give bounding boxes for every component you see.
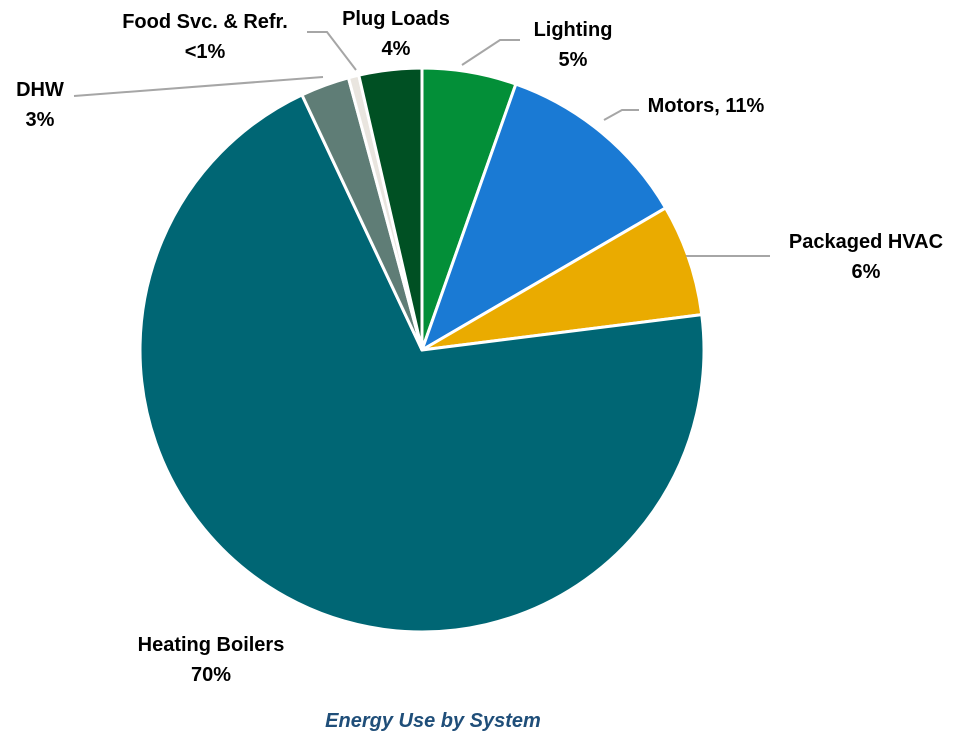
leader-line-food-svc-refr	[307, 31, 357, 71]
leader-line-dhw	[73, 76, 324, 97]
data-label-line: Plug Loads	[342, 8, 450, 30]
data-labels: Lighting 5% Motors, 11% Packaged HVAC 6% Heat…	[16, 8, 943, 686]
pie-slice-heating-boilers	[138, 93, 706, 634]
leader-line-lighting	[461, 39, 520, 66]
data-label-packaged-hvac: Packaged HVAC 6%	[789, 231, 943, 283]
data-label-dhw: DHW 3%	[16, 79, 64, 131]
data-label-line: 5%	[559, 49, 588, 71]
data-label-line: Heating Boilers	[138, 634, 285, 656]
data-label-line: Motors, 11%	[648, 95, 765, 117]
pie-slices	[138, 66, 706, 634]
data-label-line: 6%	[852, 261, 881, 283]
data-label-line: Packaged HVAC	[789, 231, 943, 253]
data-label-food-svc-refr: Food Svc. & Refr. <1%	[122, 11, 288, 63]
data-label-line: Food Svc. & Refr.	[122, 11, 288, 33]
data-label-motors: Motors, 11%	[648, 95, 765, 117]
pie-slice-packaged-hvac	[420, 206, 704, 352]
pie-slice-plug-loads	[357, 66, 424, 352]
data-label-line: Lighting	[534, 19, 613, 41]
data-label-line: DHW	[16, 79, 64, 101]
data-label-line: 70%	[191, 664, 231, 686]
data-label-line: 3%	[26, 109, 55, 131]
chart-title: Energy Use by System	[325, 710, 541, 732]
data-label-lighting: Lighting 5%	[534, 19, 613, 71]
pie-slice-motors	[420, 82, 668, 352]
data-label-line: <1%	[185, 41, 226, 63]
leader-lines	[73, 31, 770, 257]
data-label-plug-loads: Plug Loads 4%	[342, 8, 450, 60]
data-label-heating-boilers: Heating Boilers 70%	[138, 634, 285, 686]
leader-line-motors	[603, 109, 639, 121]
data-label-line: 4%	[382, 38, 411, 60]
